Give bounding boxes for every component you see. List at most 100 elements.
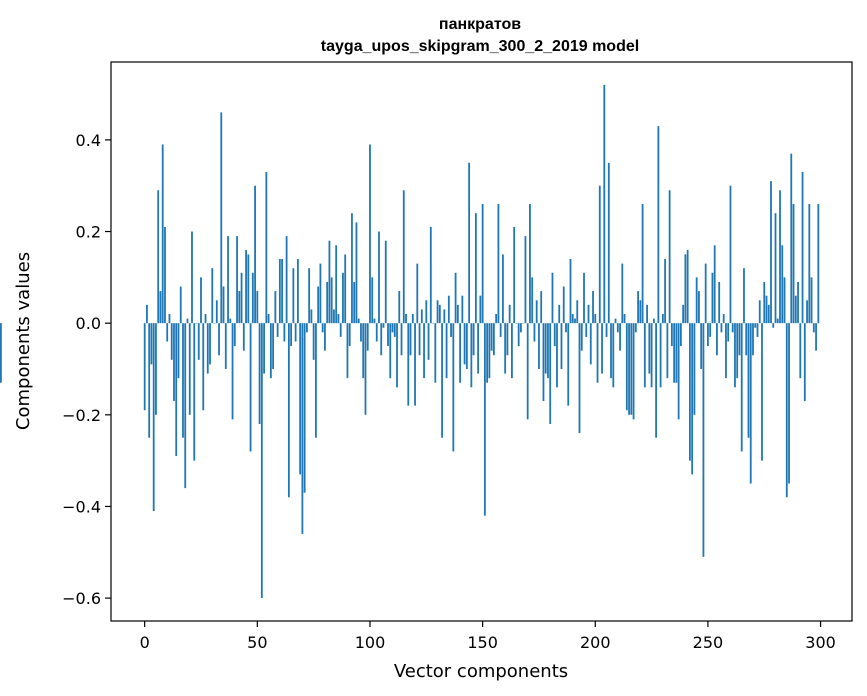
bar-121 xyxy=(416,263,419,324)
bar-75 xyxy=(312,323,315,360)
bar-109 xyxy=(389,323,392,379)
bar-137 xyxy=(452,323,455,452)
bar-218 xyxy=(634,323,637,333)
bar-15 xyxy=(177,323,180,379)
bar-103 xyxy=(375,323,378,342)
bar-211 xyxy=(619,323,621,351)
bar-18 xyxy=(184,323,187,489)
bar-87 xyxy=(339,323,342,337)
bar-213 xyxy=(623,314,626,324)
bar-104 xyxy=(378,231,380,324)
bar-197 xyxy=(587,304,590,324)
bar-196 xyxy=(585,323,588,337)
bar-209 xyxy=(614,318,617,324)
bar-160 xyxy=(504,323,507,374)
bar-133 xyxy=(443,309,446,324)
bar-220 xyxy=(639,300,642,324)
bar-70 xyxy=(301,323,304,534)
bar-217 xyxy=(632,323,635,420)
y-tick-label: 0.2 xyxy=(76,223,101,242)
plot-frame xyxy=(110,61,853,622)
bar-188 xyxy=(567,323,570,406)
bar-90 xyxy=(346,323,349,379)
bar-271 xyxy=(754,323,757,328)
bar-76 xyxy=(315,323,317,438)
bar-299 xyxy=(817,204,820,324)
bar-238 xyxy=(679,323,682,347)
bar-250 xyxy=(707,323,709,347)
bar-0 xyxy=(143,323,146,411)
bar-182 xyxy=(553,323,556,347)
bar-289 xyxy=(794,295,797,324)
bars-group xyxy=(0,84,820,599)
bar-241 xyxy=(686,249,689,324)
bar-169 xyxy=(524,236,527,324)
bar-219 xyxy=(637,291,639,324)
x-tick-label: 300 xyxy=(805,633,836,652)
bar-249 xyxy=(704,263,707,324)
bar-176 xyxy=(540,291,543,324)
bar-214 xyxy=(625,323,628,411)
bar-192 xyxy=(576,300,579,324)
bar-177 xyxy=(542,323,545,402)
bar-215 xyxy=(628,323,630,415)
chart-title-line2: tayga_upos_skipgram_300_2_2019 model xyxy=(321,38,639,55)
bar-57 xyxy=(272,323,274,369)
bar-106 xyxy=(382,323,385,328)
bar-193 xyxy=(578,323,581,434)
bar-163 xyxy=(511,323,513,379)
bar-20 xyxy=(188,323,191,415)
bar-275 xyxy=(763,281,766,324)
bar-127 xyxy=(429,226,432,324)
bar-115 xyxy=(402,190,405,324)
bar-49 xyxy=(254,185,256,324)
bar-140 xyxy=(459,323,461,383)
bar-84 xyxy=(333,309,335,324)
bar-53 xyxy=(263,323,265,374)
bar-116 xyxy=(405,314,407,324)
bar-162 xyxy=(508,304,511,324)
bar-14 xyxy=(175,323,178,457)
bar-245 xyxy=(695,277,698,324)
bar-269 xyxy=(749,323,752,484)
bar-268 xyxy=(747,323,750,438)
bar-234 xyxy=(670,323,673,347)
bar-153 xyxy=(488,323,491,379)
bar-235 xyxy=(673,323,676,383)
bar-131 xyxy=(438,304,441,324)
bar-102 xyxy=(373,318,376,324)
bar-204 xyxy=(603,84,606,324)
bar-260 xyxy=(729,185,732,324)
chart-title-line1: панкратов xyxy=(439,16,521,33)
bar-142 xyxy=(463,323,466,365)
bar-171 xyxy=(529,204,531,324)
bar-29 xyxy=(209,323,211,365)
bar-7 xyxy=(159,291,162,324)
bar-55 xyxy=(267,314,270,324)
bar-191 xyxy=(574,318,576,324)
bar-170 xyxy=(526,323,529,420)
bar-16 xyxy=(179,286,182,324)
y-tick-label: 0.0 xyxy=(76,314,101,333)
bar-134 xyxy=(445,323,448,379)
bar-56 xyxy=(269,323,272,379)
bar-17 xyxy=(182,323,184,438)
bar-286 xyxy=(788,323,790,484)
bar-293 xyxy=(803,323,806,402)
bar-283 xyxy=(781,245,784,324)
bar-274 xyxy=(761,323,763,461)
bar-66 xyxy=(292,268,295,324)
bar-8 xyxy=(161,144,164,324)
bar-233 xyxy=(668,190,671,324)
bar-60 xyxy=(278,259,281,324)
x-tick-label: 100 xyxy=(355,633,386,652)
bar-290 xyxy=(797,281,799,324)
bar-229 xyxy=(659,323,662,388)
bar-86 xyxy=(337,314,340,324)
bar-243 xyxy=(691,323,694,475)
bar-126 xyxy=(427,323,430,360)
bar-33 xyxy=(218,323,220,356)
bar-173 xyxy=(533,323,536,342)
bar-108 xyxy=(387,323,389,347)
bar-52 xyxy=(260,323,263,599)
